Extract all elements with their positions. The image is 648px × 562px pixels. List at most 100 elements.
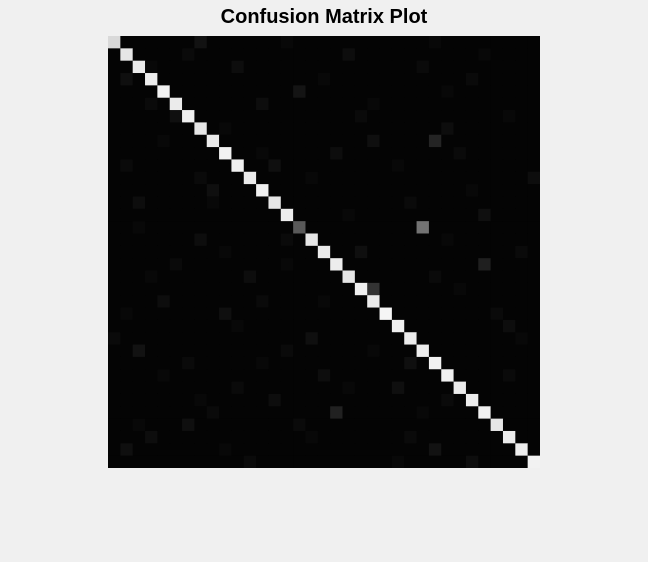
heatmap-cell-r33-c31	[490, 443, 504, 456]
heatmap-cell-r30-c10	[231, 406, 245, 419]
heatmap-cell-r4-c9	[219, 85, 232, 99]
heatmap-cell-r29-c6	[182, 393, 195, 407]
heatmap-cell-r33-c1	[120, 443, 133, 456]
heatmap-cell-r16-c17	[317, 233, 331, 247]
heatmap-cell-r10-c31	[490, 159, 504, 173]
heatmap-cell-r21-c2	[132, 295, 146, 308]
heatmap-cell-r24-c28	[453, 332, 467, 345]
heatmap-cell-r10-c25	[416, 159, 430, 173]
heatmap-cell-r0-c5	[169, 36, 183, 49]
heatmap-cell-r11-c8	[206, 171, 220, 185]
heatmap-cell-r1-c5	[169, 48, 183, 61]
heatmap-cell-r6-c18	[330, 110, 343, 123]
heatmap-cell-r8-c6	[182, 134, 195, 148]
heatmap-cell-r9-c17	[317, 147, 331, 160]
heatmap-cell-r27-c1	[120, 369, 133, 382]
heatmap-cell-r20-c31	[490, 282, 504, 296]
heatmap-cell-r26-c10	[231, 356, 245, 370]
heatmap-cell-r17-c10	[231, 245, 245, 259]
heatmap-cell-r13-c18	[330, 196, 343, 210]
heatmap-cell-r26-c11	[243, 356, 257, 370]
heatmap-cell-r21-c21	[367, 295, 380, 308]
heatmap-cell-r20-c0	[108, 282, 121, 296]
heatmap-cell-r28-c8	[206, 381, 220, 395]
heatmap-cell-r13-c10	[231, 196, 245, 210]
heatmap-cell-r29-c13	[268, 393, 282, 407]
heatmap-cell-r11-c6	[182, 171, 195, 185]
heatmap-cell-r30-c28	[453, 406, 467, 419]
heatmap-cell-r18-c5	[169, 258, 183, 271]
heatmap-cell-r18-c31	[490, 258, 504, 271]
heatmap-cell-r28-c16	[305, 381, 319, 395]
heatmap-cell-r16-c8	[206, 233, 220, 247]
heatmap-cell-r24-c22	[379, 332, 393, 345]
heatmap-cell-r29-c34	[527, 393, 540, 407]
heatmap-cell-r20-c33	[515, 282, 528, 296]
heatmap-cell-r31-c22	[379, 418, 393, 432]
heatmap-cell-r10-c34	[527, 159, 540, 173]
heatmap-cell-r23-c18	[330, 319, 343, 333]
heatmap-cell-r5-c34	[527, 97, 540, 111]
heatmap-cell-r20-c16	[305, 282, 319, 296]
heatmap-cell-r27-c9	[219, 369, 232, 382]
heatmap-cell-r12-c6	[182, 184, 195, 197]
heatmap-cell-r31-c15	[293, 418, 306, 432]
heatmap-cell-r6-c26	[428, 110, 442, 123]
heatmap-cell-r23-c19	[342, 319, 356, 333]
heatmap-cell-r33-c4	[157, 443, 171, 456]
heatmap-cell-r23-c25	[416, 319, 430, 333]
chart-title: Confusion Matrix Plot	[220, 6, 428, 28]
heatmap-cell-r26-c4	[157, 356, 171, 370]
heatmap-cell-r6-c27	[441, 110, 454, 123]
heatmap-cell-r23-c0	[108, 319, 121, 333]
heatmap-cell-r20-c5	[169, 282, 183, 296]
heatmap-cell-r18-c22	[379, 258, 393, 271]
heatmap-cell-r15-c17	[317, 221, 331, 234]
heatmap-cell-r29-c29	[465, 393, 479, 407]
heatmap-cell-r13-c31	[490, 196, 504, 210]
heatmap-cell-r17-c22	[379, 245, 393, 259]
heatmap-cell-r8-c4	[157, 134, 171, 148]
heatmap-cell-r25-c16	[305, 344, 319, 358]
heatmap-cell-r21-c4	[157, 295, 171, 308]
heatmap-cell-r3-c27	[441, 73, 454, 86]
heatmap-cell-r33-c21	[367, 443, 380, 456]
heatmap-cell-r32-c22	[379, 430, 393, 444]
heatmap-cell-r2-c30	[478, 60, 491, 74]
heatmap-cell-r33-c13	[268, 443, 282, 456]
heatmap-cell-r16-c10	[231, 233, 245, 247]
heatmap-cell-r28-c28	[453, 381, 467, 395]
heatmap-cell-r7-c19	[342, 122, 356, 136]
heatmap-cell-r5-c17	[317, 97, 331, 111]
heatmap-cell-r23-c17	[317, 319, 331, 333]
heatmap-cell-r11-c28	[453, 171, 467, 185]
heatmap-cell-r24-c16	[305, 332, 319, 345]
heatmap-cell-r1-c21	[367, 48, 380, 61]
heatmap-cell-r23-c20	[354, 319, 368, 333]
heatmap-cell-r14-c26	[428, 208, 442, 222]
heatmap-cell-r0-c28	[453, 36, 467, 49]
heatmap-cell-r7-c17	[317, 122, 331, 136]
heatmap-cell-r34-c14	[280, 455, 294, 468]
heatmap-cell-r33-c16	[305, 443, 319, 456]
heatmap-cell-r23-c22	[379, 319, 393, 333]
heatmap-cell-r28-c18	[330, 381, 343, 395]
heatmap-cell-r31-c10	[231, 418, 245, 432]
heatmap-cell-r8-c14	[280, 134, 294, 148]
heatmap-cell-r4-c3	[145, 85, 158, 99]
heatmap-cell-r25-c2	[132, 344, 146, 358]
heatmap-cell-r10-c28	[453, 159, 467, 173]
heatmap-cell-r27-c11	[243, 369, 257, 382]
heatmap-cell-r5-c20	[354, 97, 368, 111]
heatmap-cell-r29-c16	[305, 393, 319, 407]
heatmap-cell-r32-c18	[330, 430, 343, 444]
heatmap-cell-r7-c21	[367, 122, 380, 136]
heatmap-cell-r16-c31	[490, 233, 504, 247]
heatmap-cell-r2-c13	[268, 60, 282, 74]
heatmap-cell-r24-c21	[367, 332, 380, 345]
heatmap-cell-r1-c24	[404, 48, 417, 61]
heatmap-cell-r26-c5	[169, 356, 183, 370]
heatmap-cell-r21-c14	[280, 295, 294, 308]
heatmap-cell-r2-c15	[293, 60, 306, 74]
heatmap-cell-r17-c30	[478, 245, 491, 259]
